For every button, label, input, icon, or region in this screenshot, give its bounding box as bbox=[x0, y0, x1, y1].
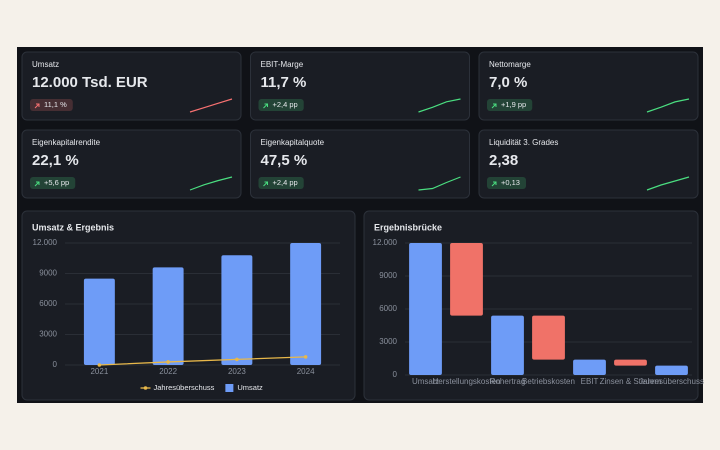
waterfall-bar bbox=[409, 243, 442, 375]
kpi-card bbox=[21, 51, 242, 121]
kpi-delta-pill bbox=[487, 99, 533, 111]
kpi-label: Eigenkapitalquote bbox=[261, 138, 325, 147]
kpi-label: Liquidität 3. Grades bbox=[489, 138, 558, 147]
trend-icon bbox=[263, 181, 268, 187]
kpi-delta-pill bbox=[487, 177, 526, 189]
kpi-card bbox=[250, 51, 470, 121]
y-tick-label: 0 bbox=[393, 370, 398, 379]
waterfall-bar bbox=[532, 315, 565, 360]
kpi-delta-pill bbox=[30, 99, 73, 111]
bar bbox=[152, 267, 184, 365]
trend-icon bbox=[491, 103, 497, 109]
kpi-delta-pill bbox=[258, 177, 304, 189]
y-tick-label: 3000 bbox=[379, 337, 397, 346]
sparkline bbox=[418, 176, 461, 191]
line-point bbox=[97, 363, 102, 367]
kpi-card bbox=[250, 129, 470, 199]
x-tick-label: Jahresüberschuss bbox=[639, 377, 704, 386]
kpi-card bbox=[478, 51, 699, 121]
kpi-value: 11,7 % bbox=[261, 74, 307, 91]
kpi-label: Eigenkapitalrendite bbox=[32, 138, 101, 147]
waterfall-bar bbox=[614, 359, 647, 366]
x-tick-label: Umsatz bbox=[412, 377, 439, 386]
legend-label: Umsatz bbox=[237, 383, 263, 392]
bar bbox=[221, 255, 253, 365]
kpi-label: Nettomarge bbox=[489, 60, 531, 69]
trend-icon bbox=[34, 181, 40, 187]
legend-swatch bbox=[143, 386, 148, 390]
sparkline bbox=[646, 176, 690, 191]
y-tick-label: 12.000 bbox=[373, 238, 398, 247]
x-tick-label: 2024 bbox=[297, 367, 315, 376]
y-tick-label: 9000 bbox=[39, 269, 57, 278]
kpi-delta: +0,13 bbox=[501, 178, 520, 187]
sparkline bbox=[189, 98, 233, 113]
kpi-delta: +2,4 pp bbox=[273, 178, 298, 187]
legend-swatch bbox=[225, 384, 234, 392]
kpi-delta: +2,4 pp bbox=[273, 100, 298, 109]
kpi-value: 47,5 % bbox=[261, 152, 308, 169]
sparkline bbox=[418, 98, 461, 113]
kpi-value: 22,1 % bbox=[32, 152, 79, 169]
waterfall-bar bbox=[655, 365, 688, 375]
kpi-label: Umsatz bbox=[32, 60, 59, 69]
waterfall-bar bbox=[573, 359, 606, 375]
y-tick-label: 9000 bbox=[379, 271, 397, 280]
x-tick-label: Zinsen & Steuern bbox=[600, 377, 662, 386]
waterfall-bar bbox=[450, 243, 483, 316]
trend-icon bbox=[263, 103, 268, 109]
kpi-label: EBIT-Marge bbox=[261, 60, 304, 69]
chart-title: Umsatz & Ergebnis bbox=[32, 222, 114, 232]
y-tick-label: 0 bbox=[53, 360, 58, 369]
line-point bbox=[303, 355, 308, 359]
x-tick-label: Betriebskosten bbox=[522, 377, 575, 386]
chart-panel bbox=[363, 210, 699, 401]
x-tick-label: 2023 bbox=[228, 367, 246, 376]
bar bbox=[83, 278, 115, 365]
kpi-value: 2,38 bbox=[489, 152, 518, 169]
line-point bbox=[166, 360, 170, 364]
x-tick-label: Rohertrag bbox=[490, 377, 526, 386]
line bbox=[99, 356, 306, 366]
kpi-delta: +5,6 pp bbox=[44, 178, 69, 187]
kpi-card bbox=[478, 129, 699, 199]
trend-icon bbox=[491, 181, 497, 187]
y-tick-label: 6000 bbox=[379, 304, 397, 313]
kpi-card bbox=[21, 129, 242, 199]
x-tick-label: 2022 bbox=[159, 367, 177, 376]
kpi-delta: 11,1 % bbox=[44, 100, 67, 109]
legend-label: Jahresüberschuss bbox=[154, 383, 215, 392]
y-tick-label: 12.000 bbox=[33, 238, 58, 247]
x-tick-label: EBIT bbox=[581, 377, 599, 386]
trend-icon bbox=[34, 103, 40, 109]
bar bbox=[290, 243, 322, 365]
kpi-delta: +1,9 pp bbox=[501, 100, 526, 109]
chart-title: Ergebnisbrücke bbox=[374, 222, 442, 232]
sparkline bbox=[646, 98, 690, 113]
x-tick-label: 2021 bbox=[90, 367, 108, 376]
sparkline bbox=[189, 176, 233, 191]
kpi-value: 12.000 Tsd. EUR bbox=[32, 74, 148, 91]
waterfall-bar bbox=[491, 315, 524, 375]
x-tick-label: Herstellungskosten bbox=[432, 377, 500, 386]
kpi-delta-pill bbox=[30, 177, 76, 189]
kpi-value: 7,0 % bbox=[489, 74, 527, 91]
kpi-delta-pill bbox=[258, 99, 304, 111]
y-tick-label: 6000 bbox=[39, 299, 57, 308]
line-point bbox=[235, 357, 239, 362]
y-tick-label: 3000 bbox=[39, 330, 57, 339]
